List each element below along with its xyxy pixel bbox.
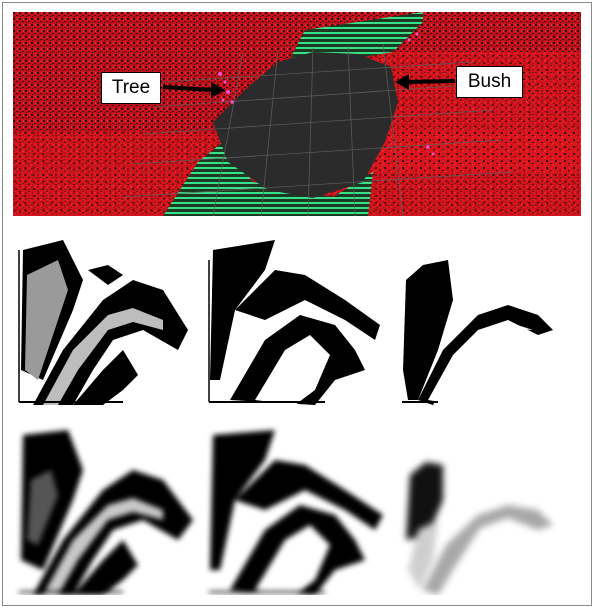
bush-label: Bush (456, 66, 523, 98)
bush-arrow (395, 74, 456, 90)
tree-label: Tree (101, 72, 161, 104)
grid-map-row1-col2 (205, 230, 395, 405)
tree-arrow (162, 82, 225, 98)
grid-map-row2-col2 (205, 420, 395, 595)
ground-grid (122, 43, 514, 216)
grid-map-row1-col1 (13, 230, 203, 405)
road-edge-top (291, 12, 423, 62)
road-edge-bottom (163, 142, 373, 216)
grid-map-row2-col3 (398, 420, 588, 595)
grid-map-row1-col3 (398, 230, 588, 405)
point-cloud-canvas (13, 12, 581, 216)
point-cloud-panel: Tree Bush (13, 12, 581, 216)
ground-patch (213, 52, 398, 198)
tree-points (215, 32, 435, 156)
grid-map-row2-col1 (13, 420, 203, 595)
